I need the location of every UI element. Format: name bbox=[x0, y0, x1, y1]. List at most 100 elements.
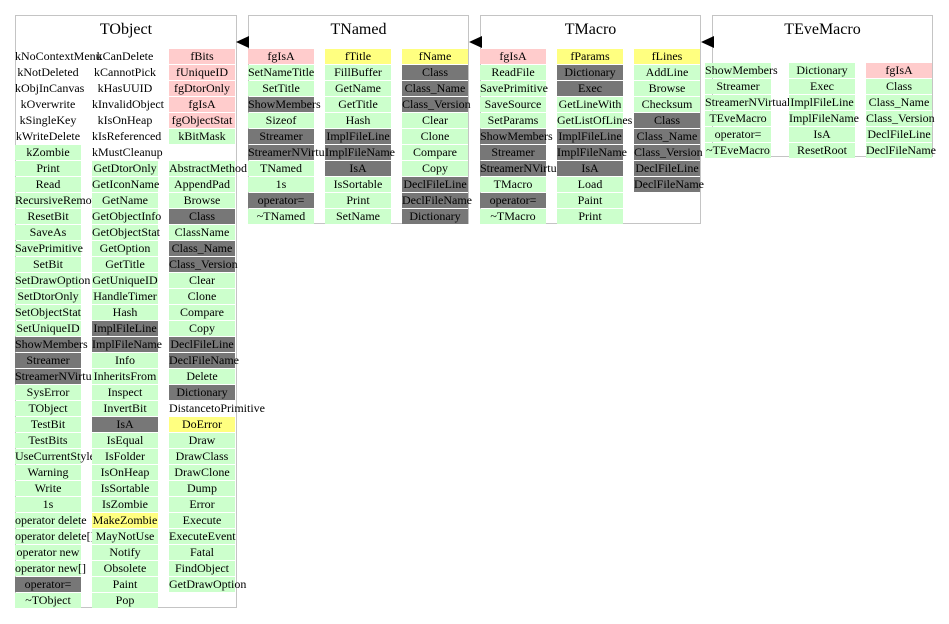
class-member-cell: Dump bbox=[169, 481, 235, 496]
class-member-cell: AddLine bbox=[634, 65, 700, 80]
class-member-cell: IsZombie bbox=[92, 497, 158, 512]
class-member-cell: kWriteDelete bbox=[15, 129, 81, 143]
class-member-cell: IsA bbox=[557, 161, 623, 176]
class-member-cell: operator new bbox=[15, 545, 81, 560]
class-member-cell: SaveAs bbox=[15, 225, 81, 240]
class-member-cell: IsA bbox=[789, 127, 855, 142]
class-member-cell: Hash bbox=[325, 113, 391, 128]
class-member-cell: IsOnHeap bbox=[92, 465, 158, 480]
class-member-cell: DoError bbox=[169, 417, 235, 432]
class-member-cell: Error bbox=[169, 497, 235, 512]
class-member-cell: TNamed bbox=[248, 161, 314, 176]
class-member-cell: kIsOnHeap bbox=[97, 113, 153, 127]
class-member-cell: Checksum bbox=[634, 97, 700, 112]
class-member-cell: ImplFileLine bbox=[325, 129, 391, 144]
class-member-cell: kHasUUID bbox=[97, 81, 153, 95]
class-member-cell: Class_Version bbox=[866, 111, 935, 126]
class-member-cell: Dictionary bbox=[789, 63, 855, 78]
class-title: TObject bbox=[99, 21, 153, 38]
class-member-cell: Execute bbox=[169, 513, 235, 528]
class-member-cell: HandleTimer bbox=[92, 289, 158, 304]
class-member-cell: FindObject bbox=[169, 561, 235, 576]
class-member-cell: Class bbox=[169, 209, 235, 224]
class-member-cell: fBits bbox=[169, 49, 235, 64]
class-member-cell: Class_Name bbox=[634, 129, 700, 144]
class-member-cell: DeclFileLine bbox=[866, 127, 932, 142]
class-member-cell: ResetBit bbox=[15, 209, 81, 224]
class-member-cell: IsEqual bbox=[92, 433, 158, 448]
class-member-cell: Copy bbox=[169, 321, 235, 336]
class-member-cell: DrawClone bbox=[169, 465, 235, 480]
class-member-cell: SetBit bbox=[15, 257, 81, 272]
class-member-cell: Clear bbox=[402, 113, 468, 128]
class-member-cell: DrawClass bbox=[169, 449, 235, 464]
class-member-cell: SetTitle bbox=[248, 81, 314, 96]
class-member-cell: ImplFileName bbox=[789, 111, 859, 126]
class-member-cell: Exec bbox=[557, 81, 623, 96]
class-member-cell: UseCurrentStyle bbox=[15, 449, 95, 464]
class-member-cell: Notify bbox=[92, 545, 158, 560]
class-member-cell: Streamer bbox=[15, 353, 81, 368]
class-member-cell: Print bbox=[557, 209, 623, 224]
class-member-cell: IsSortable bbox=[325, 177, 391, 192]
class-member-cell: ImplFileLine bbox=[92, 321, 158, 336]
class-member-cell: operator= bbox=[480, 193, 546, 208]
class-member-cell: Draw bbox=[169, 433, 235, 448]
class-member-cell: Class bbox=[402, 65, 468, 80]
class-member-cell: ~TObject bbox=[15, 593, 81, 608]
class-member-cell: operator delete[] bbox=[15, 529, 95, 544]
class-member-cell: operator= bbox=[15, 577, 81, 592]
class-member-cell: DeclFileName bbox=[866, 143, 936, 158]
class-member-cell: kMustCleanup bbox=[92, 145, 163, 159]
class-member-cell: Class_Name bbox=[169, 241, 235, 256]
class-member-cell: DistancetoPrimitive bbox=[169, 401, 265, 415]
class-member-cell: Fatal bbox=[169, 545, 235, 560]
class-member-cell: Class_Version bbox=[402, 97, 471, 112]
class-member-cell: ShowMembers bbox=[705, 63, 778, 78]
class-title: TEveMacro bbox=[784, 21, 861, 38]
class-member-cell: Clear bbox=[169, 273, 235, 288]
class-member-cell: Warning bbox=[15, 465, 81, 480]
class-member-cell: kInvalidObject bbox=[92, 97, 164, 111]
class-member-cell: TObject bbox=[15, 401, 81, 416]
class-member-cell: Clone bbox=[402, 129, 468, 144]
class-member-cell: Pop bbox=[92, 593, 158, 608]
class-member-cell: MakeZombie bbox=[92, 513, 158, 528]
class-member-cell: Write bbox=[15, 481, 81, 496]
class-member-cell: GetName bbox=[325, 81, 391, 96]
class-member-cell: GetDtorOnly bbox=[92, 161, 158, 176]
class-member-cell: SavePrimitive bbox=[15, 241, 83, 256]
class-member-cell: DeclFileName bbox=[402, 193, 472, 208]
class-member-cell: InheritsFrom bbox=[92, 369, 158, 384]
class-member-cell: StreamerNVirtual bbox=[248, 145, 334, 160]
class-member-cell: GetListOfLines bbox=[557, 113, 633, 128]
class-member-cell: GetUniqueID bbox=[92, 273, 158, 288]
inheritance-arrow-icon bbox=[236, 36, 249, 48]
class-member-cell: SetNameTitle bbox=[248, 65, 315, 80]
class-member-cell: Class bbox=[634, 113, 700, 128]
class-member-cell: ClassName bbox=[169, 225, 235, 240]
class-member-cell: DeclFileLine bbox=[634, 161, 700, 176]
class-member-cell: TEveMacro bbox=[705, 111, 771, 126]
class-member-cell: Class_Name bbox=[402, 81, 468, 96]
class-member-cell: Delete bbox=[169, 369, 235, 384]
inheritance-arrow-icon bbox=[701, 36, 714, 48]
class-member-cell: AbstractMethod bbox=[169, 161, 247, 176]
class-member-cell: GetObjectInfo bbox=[92, 209, 162, 224]
class-member-cell: kBitMask bbox=[169, 129, 235, 144]
class-member-cell: ImplFileName bbox=[325, 145, 395, 160]
class-member-cell: GetObjectStat bbox=[92, 225, 160, 240]
class-member-cell: ~TNamed bbox=[248, 209, 314, 224]
class-member-cell: IsA bbox=[92, 417, 158, 432]
class-member-cell: StreamerNVirtual bbox=[480, 161, 566, 176]
class-member-cell: ShowMembers bbox=[480, 129, 553, 144]
class-member-cell: fgIsA bbox=[169, 97, 235, 112]
class-member-cell: 1s bbox=[15, 497, 81, 512]
class-member-cell: fUniqueID bbox=[169, 65, 235, 80]
class-member-cell: IsSortable bbox=[92, 481, 158, 496]
class-member-cell: kIsReferenced bbox=[92, 129, 162, 143]
class-member-cell: GetIconName bbox=[92, 177, 160, 192]
class-member-cell: ImplFileName bbox=[92, 337, 162, 352]
class-member-cell: ~TMacro bbox=[480, 209, 546, 224]
